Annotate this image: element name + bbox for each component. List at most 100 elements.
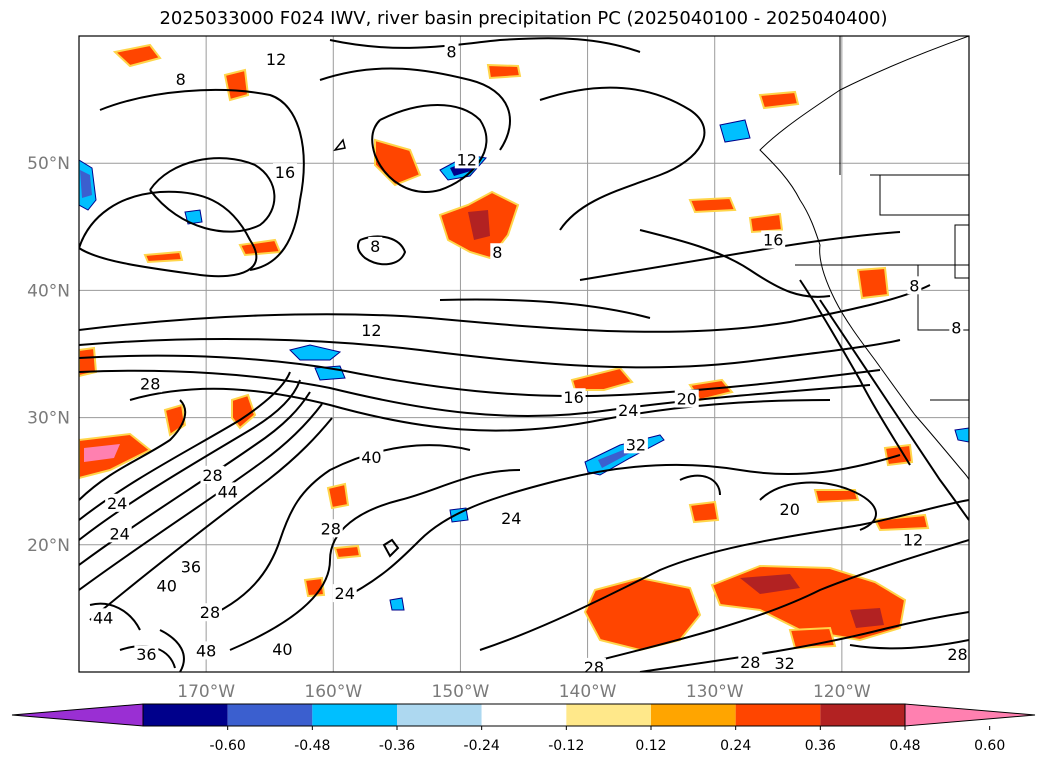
contour-label-bg bbox=[178, 557, 203, 576]
colorbar-swatch bbox=[481, 704, 567, 726]
iwv-contour bbox=[679, 474, 721, 496]
contour-label-bg bbox=[454, 150, 479, 169]
island bbox=[333, 138, 346, 152]
contour-label: 24 bbox=[335, 584, 355, 603]
contour-label: 48 bbox=[196, 641, 216, 660]
iwv-contour bbox=[539, 86, 706, 231]
contour-label: 12 bbox=[903, 531, 923, 550]
colorbar-swatch bbox=[227, 704, 313, 726]
colorbar-extend-low bbox=[11, 703, 144, 727]
contour-label-bg bbox=[945, 645, 969, 664]
colorbar-tick-label: 0.36 bbox=[805, 738, 836, 754]
coastline-path bbox=[879, 175, 969, 216]
colorbar-swatch bbox=[820, 704, 905, 726]
precip-patch bbox=[468, 210, 490, 240]
precip-patch bbox=[719, 119, 751, 143]
contour-label-bg bbox=[901, 530, 926, 549]
contour-label-bg bbox=[318, 519, 343, 538]
contour-label: 8 bbox=[370, 237, 380, 256]
contour-label-bg bbox=[738, 652, 763, 671]
contour-label-bg bbox=[173, 70, 188, 89]
contour-label-bg bbox=[772, 654, 797, 672]
contour-label-bg bbox=[107, 524, 132, 543]
contour-label: 28 bbox=[140, 374, 160, 393]
colorbar-outline bbox=[142, 703, 906, 727]
colorbar-tick-label: 0.12 bbox=[635, 738, 666, 754]
lon-tick-label: 160°W bbox=[304, 682, 362, 702]
precip-patch bbox=[740, 574, 800, 594]
iwv-contour bbox=[639, 229, 831, 298]
iwv-contour bbox=[79, 403, 323, 591]
contour-label: 24 bbox=[107, 494, 127, 513]
contour-label: 24 bbox=[501, 509, 521, 528]
iwv-contour bbox=[79, 354, 881, 398]
iwv-contour bbox=[759, 481, 877, 531]
iwv-contour bbox=[439, 298, 651, 319]
iwv-contour bbox=[339, 454, 901, 601]
precip-patch bbox=[389, 597, 405, 611]
iwv-contour bbox=[479, 499, 969, 651]
iwv-contour bbox=[89, 417, 333, 621]
precip-patch bbox=[850, 608, 884, 628]
iwv-contour bbox=[129, 387, 831, 432]
contour-label-bg bbox=[674, 389, 699, 408]
contour-label: 28 bbox=[740, 653, 760, 672]
colorbar-swatch bbox=[566, 704, 651, 726]
contour-label-bg bbox=[359, 448, 384, 467]
axis-tick-labels: 170°W 160°W 150°W 140°W 130°W 120°W 20°N 30°N 40… bbox=[27, 154, 871, 702]
contour-label-bg bbox=[368, 236, 383, 255]
lon-tick-label: 140°W bbox=[559, 682, 617, 702]
precip-patch bbox=[184, 209, 203, 225]
lat-tick-label: 20°N bbox=[27, 536, 70, 556]
contour-label-bg bbox=[616, 400, 641, 419]
iwv-contour bbox=[159, 629, 185, 672]
colorbar-extend-high bbox=[904, 703, 1036, 727]
colorbar-tick-label: -0.24 bbox=[464, 738, 500, 754]
iwv-contour bbox=[599, 539, 969, 661]
precip-patch bbox=[688, 500, 720, 524]
contour-label: 20 bbox=[780, 500, 800, 519]
iwv-contour bbox=[149, 157, 276, 233]
contour-label: 16 bbox=[563, 388, 583, 407]
contour-label: 44 bbox=[218, 482, 238, 501]
iwv-contour bbox=[79, 190, 258, 278]
precip-patch bbox=[143, 250, 184, 264]
iwv-contours bbox=[79, 37, 969, 672]
precip-patch bbox=[84, 444, 120, 462]
contour-label: 16 bbox=[275, 163, 295, 182]
contour-label-bg bbox=[581, 657, 606, 672]
contour-label: 8 bbox=[951, 318, 961, 337]
precip-patch bbox=[223, 68, 250, 102]
lat-tick-label: 40°N bbox=[27, 281, 70, 301]
contour-label-bg bbox=[105, 493, 130, 512]
graticule bbox=[79, 36, 969, 672]
contour-label-bg bbox=[907, 276, 922, 295]
coastline bbox=[333, 36, 969, 558]
colorbar: -0.60 -0.48 -0.36 -0.24 -0.12 0.12 0.24 0.36 0.4… bbox=[11, 703, 1036, 754]
precip-patch bbox=[326, 482, 350, 510]
contour-label-bg bbox=[444, 42, 459, 61]
contour-label: 28 bbox=[321, 519, 341, 538]
contour-label: 44 bbox=[93, 608, 113, 627]
iwv-contour bbox=[79, 369, 871, 418]
iwv-contour bbox=[329, 37, 641, 53]
contour-label-bg bbox=[264, 49, 289, 68]
lat-tick-label: 30°N bbox=[27, 409, 70, 429]
map-frame-bg bbox=[79, 36, 969, 672]
contour-label-bg bbox=[777, 500, 802, 519]
colorbar-tick-label: -0.60 bbox=[210, 738, 246, 754]
contour-label-bg bbox=[134, 645, 159, 664]
contour-label: 12 bbox=[361, 321, 381, 340]
contour-label-bg bbox=[91, 608, 116, 627]
iwv-contour bbox=[79, 337, 901, 369]
iwv-contour bbox=[579, 231, 901, 281]
contour-label: 8 bbox=[446, 42, 456, 61]
precip-patch bbox=[813, 489, 860, 504]
iwv-contour bbox=[79, 284, 931, 333]
contour-label: 28 bbox=[202, 466, 222, 485]
contour-label: 28 bbox=[200, 603, 220, 622]
contour-label-bg bbox=[359, 320, 384, 339]
colorbar-tick-label: -0.12 bbox=[548, 738, 584, 754]
precip-patch bbox=[112, 43, 162, 68]
lon-tick-label: 130°W bbox=[686, 682, 744, 702]
